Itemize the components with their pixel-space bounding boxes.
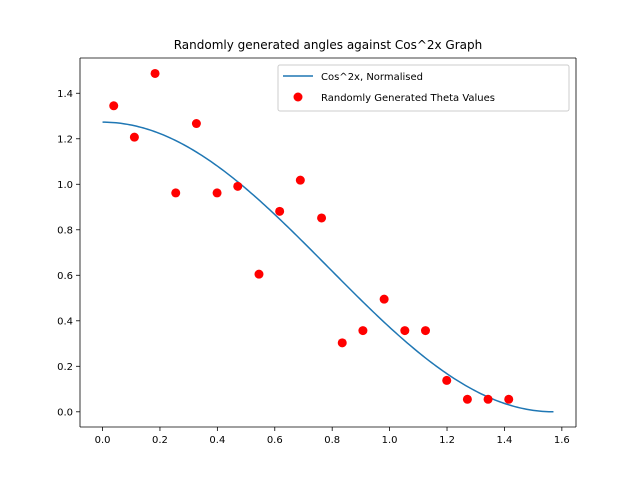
series-line-cos2x xyxy=(102,121,554,413)
x-tick-label: 0.6 xyxy=(267,435,283,446)
scatter-point-16 xyxy=(442,375,452,385)
scatter-point-13 xyxy=(379,294,389,304)
scatter-point-3 xyxy=(171,188,181,198)
x-tick-label: 0.0 xyxy=(95,435,111,446)
scatter-point-12 xyxy=(358,326,368,336)
scatter-point-9 xyxy=(295,175,305,185)
legend-label-scatter: Randomly Generated Theta Values xyxy=(321,93,495,104)
x-tick-label: 1.4 xyxy=(496,435,512,446)
scatter-point-7 xyxy=(254,269,264,279)
scatter-point-8 xyxy=(275,206,285,216)
x-axis: 0.0 0.2 0.4 0.6 0.8 1.0 1.2 1.4 1.6 xyxy=(95,427,570,446)
legend-scatter-marker xyxy=(293,92,303,102)
scatter-point-2 xyxy=(150,68,160,78)
scatter-point-18 xyxy=(483,394,493,404)
scatter-point-5 xyxy=(212,188,222,198)
y-tick-label: 0.4 xyxy=(57,316,73,327)
x-tick-label: 0.8 xyxy=(324,435,340,446)
y-tick-label: 0.8 xyxy=(57,225,73,236)
scatter-point-17 xyxy=(462,394,472,404)
x-tick-label: 1.6 xyxy=(554,435,570,446)
y-tick-label: 1.4 xyxy=(57,89,73,100)
y-tick-label: 0.6 xyxy=(57,271,73,282)
x-tick-label: 1.2 xyxy=(439,435,455,446)
legend: Cos^2x, Normalised Randomly Generated Th… xyxy=(277,64,570,112)
scatter-point-6 xyxy=(233,181,243,191)
y-tick-label: 0.0 xyxy=(57,407,73,418)
x-tick-label: 0.4 xyxy=(209,435,225,446)
y-tick-label: 1.2 xyxy=(57,134,73,145)
scatter-point-10 xyxy=(317,213,327,223)
x-tick-label: 0.2 xyxy=(152,435,168,446)
x-tick-label: 1.0 xyxy=(382,435,398,446)
scatter-point-4 xyxy=(191,119,201,129)
scatter-point-11 xyxy=(337,338,347,348)
legend-box xyxy=(277,64,570,112)
scatter-point-1 xyxy=(129,132,139,142)
scatter-point-15 xyxy=(420,326,430,336)
plot-area xyxy=(102,68,554,413)
scatter-point-14 xyxy=(400,326,410,336)
y-tick-label: 0.2 xyxy=(57,362,73,373)
scatter-point-0 xyxy=(109,101,119,111)
legend-label-line: Cos^2x, Normalised xyxy=(321,72,423,83)
axes-frame xyxy=(79,57,577,428)
scatter-point-19 xyxy=(504,394,514,404)
y-axis: 0.0 0.2 0.4 0.6 0.8 1.0 1.2 1.4 xyxy=(57,89,80,418)
y-tick-label: 1.0 xyxy=(57,180,73,191)
chart-title: Randomly generated angles against Cos^2x… xyxy=(174,38,483,52)
